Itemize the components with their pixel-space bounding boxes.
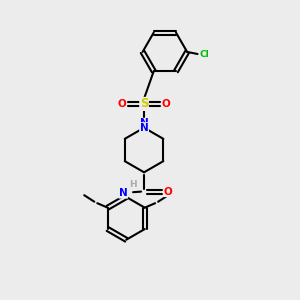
Text: S: S bbox=[140, 98, 148, 110]
Text: N: N bbox=[119, 188, 128, 198]
Text: Cl: Cl bbox=[200, 50, 209, 59]
Text: N: N bbox=[140, 123, 148, 133]
Text: N: N bbox=[140, 118, 148, 128]
Text: H: H bbox=[129, 180, 137, 189]
Text: O: O bbox=[164, 187, 172, 196]
Text: O: O bbox=[117, 99, 126, 109]
Text: O: O bbox=[162, 99, 171, 109]
